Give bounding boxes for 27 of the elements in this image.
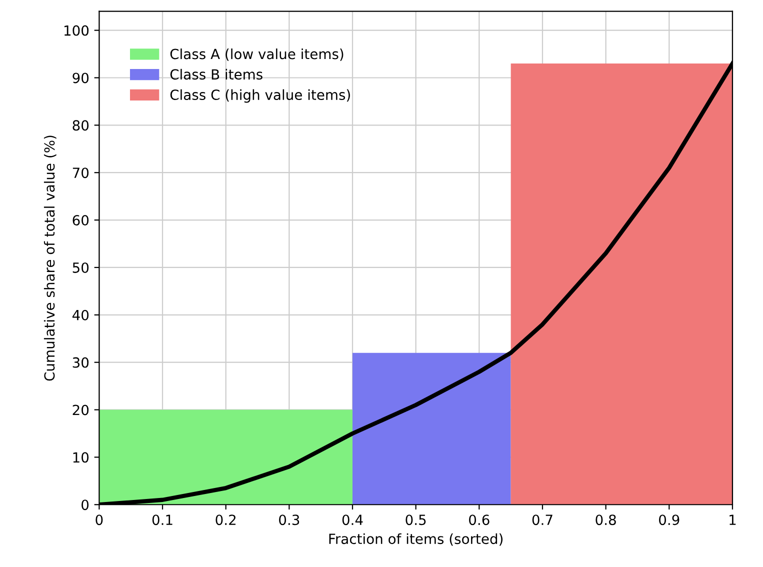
y-tick-label: 90 [72,72,89,84]
y-tick-label: 60 [72,215,89,226]
y-tick-label: 40 [72,310,89,320]
x-tick-label: 0.9 [659,514,680,526]
x-tick-label: 0.6 [469,514,490,526]
x-tick-label: 0.3 [279,514,300,526]
x-tick-label: 1 [730,514,736,525]
y-tick-label: 30 [72,357,89,368]
x-tick-label: 0 [96,514,103,526]
x-tick-label: 0.4 [342,514,363,526]
y-tick-label: 50 [72,262,89,273]
y-tick-label: 80 [72,120,89,131]
x-axis-title: Fraction of items (sorted) [329,533,503,546]
y-tick-label: 100 [64,25,89,36]
y-tick-label: 70 [72,168,89,178]
x-tick-label: 0.8 [596,514,616,526]
legend-label: Class A (low value items) [170,48,344,61]
x-tick-label: 0.1 [152,514,172,526]
y-tick-label: 0 [82,500,89,510]
x-tick-label: 0.7 [532,514,552,526]
legend-label: Class C (high value items) [170,89,350,103]
x-tick-label: 0.2 [216,514,236,526]
x-tick-label: 0.5 [406,514,426,526]
legend-label: Class B items [170,68,262,80]
y-tick-label: 20 [72,404,89,416]
y-axis-title: Cumulative share of total value (%) [44,136,56,381]
y-tick-label: 10 [73,452,89,463]
